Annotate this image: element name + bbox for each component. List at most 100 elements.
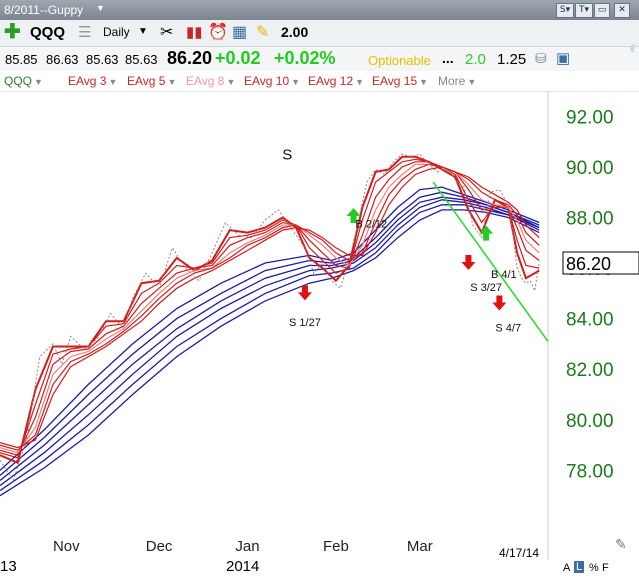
fast-ema-line [0,161,540,456]
legend-item-eavg15[interactable]: EAvg 15 ▼ [372,74,428,88]
last-price-box [562,251,639,275]
annotation-label: S 4/7 [495,322,521,334]
annotation-label: S 3/27 [470,282,502,294]
quote-change-percent: +0.02% [274,48,336,68]
title-dropdown-icon[interactable]: ▼ [96,3,105,13]
chevron-down-icon[interactable]: ▼ [226,77,236,87]
optionable-label[interactable]: Optionable [368,53,431,68]
legend-item-eavg12[interactable]: EAvg 12 ▼ [308,74,364,88]
sell-arrow-icon [297,285,312,301]
price-line [0,153,540,482]
trendline [432,181,549,342]
fast-ema-line [0,166,540,449]
calendar-icon[interactable]: ▦ [232,24,248,41]
legend-label: EAvg 15 [372,74,418,88]
x-tick-label: Jan [235,538,259,555]
legend-item-eavg8[interactable]: EAvg 8 ▼ [186,74,235,88]
list-icon[interactable]: ☰ [78,24,92,41]
chevron-down-icon[interactable]: ▼ [291,77,301,87]
period-select[interactable]: Daily [103,25,130,39]
symbol-label[interactable]: QQQ [30,24,66,41]
x-tick-label: Feb [323,538,349,555]
chevron-down-icon[interactable]: ▼ [108,77,118,87]
slow-ema-line [0,196,540,482]
slow-ema-line [0,199,540,487]
period-dropdown-icon[interactable]: ▼ [138,26,148,37]
chevron-down-icon[interactable]: ▼ [355,77,365,87]
chevron-down-icon[interactable]: ▼ [419,77,429,87]
legend-label: EAvg 3 [68,74,107,88]
window-title: 8/2011--Guppy [4,3,84,17]
expand-icon[interactable]: ◖ [626,37,639,59]
more-ellipsis[interactable]: ... [442,50,454,66]
toolbar: ✚ QQQ ☰ Daily ▼ ✂ ▮▮ ⏰ ▦ ✎ 2.00 [0,20,639,47]
annotation-label: S [282,146,292,163]
annotation-label: S 1/27 [289,317,321,329]
scale-button-f[interactable]: F [602,562,609,574]
year-left-label: 13 [0,558,17,575]
quote-change: +0.02 [215,48,261,68]
quote-high: 86.63 [46,52,79,67]
chart-type-icon[interactable]: ▮▮ [186,24,203,41]
legend-label: EAvg 5 [127,74,166,88]
legend-label: EAvg 8 [186,74,225,88]
legend-item-symbol[interactable]: QQQ ▼ [4,74,43,88]
buy-arrow-icon [346,207,361,223]
note-icon[interactable]: ✎ [256,24,270,41]
scale-button-l[interactable]: L [574,561,585,573]
scale-button-percent[interactable]: % [589,562,599,574]
y-tick-label: 92.00 [566,107,614,128]
x-tick-label: Mar [407,538,433,555]
year-label: 2014 [226,558,260,575]
text-t-icon[interactable]: T▾ [575,3,593,18]
legend-bar: QQQ ▼ EAvg 3 ▼ EAvg 5 ▼ EAvg 8 ▼ EAvg 10 ▼ EA… [0,71,639,92]
legend-item-eavg5[interactable]: EAvg 5 ▼ [127,74,176,88]
y-tick-label: 82.00 [566,360,614,381]
y-tick-label: 78.00 [566,461,614,482]
buy-arrow-icon [479,225,494,241]
database-icon[interactable]: ⛁ [535,50,547,66]
more-label: More [438,74,466,88]
legend-item-eavg10[interactable]: EAvg 10 ▼ [244,74,300,88]
legend-more[interactable]: More ▼ [438,74,476,88]
annotation-label: B 4/1 [491,269,517,281]
y-tick-label: 90.00 [566,158,614,179]
slow-ema-line [0,209,540,497]
window-title-bar: 8/2011--Guppy ▼ S▾ T▾ ▭ ✕ [0,0,639,20]
last-price-label: 86.20 [566,254,611,274]
box-value: 2.00 [281,24,309,40]
add-icon[interactable]: ✚ [4,21,21,43]
y-tick-label: 88.00 [566,208,614,229]
legend-label: QQQ [4,74,33,88]
chevron-down-icon[interactable]: ▼ [34,77,43,87]
close-icon[interactable]: ✕ [614,3,630,18]
x-tick-label: Dec [146,538,173,555]
quote-extra-1: 2.0 [465,51,486,68]
scale-button-a[interactable]: A [563,562,571,574]
minimize-icon[interactable]: ▭ [594,3,610,18]
alarm-clock-icon[interactable]: ⏰ [208,24,228,41]
chart-date: 4/17/14 [499,546,540,560]
chevron-down-icon[interactable]: ▼ [467,77,477,87]
fast-ema-line [0,158,540,459]
fast-ema-line [0,155,540,465]
y-tick-label: 80.00 [566,411,614,432]
quote-last: 86.20 [167,48,213,68]
legend-label: EAvg 12 [308,74,354,88]
sell-arrow-icon [461,255,476,270]
save-icon[interactable]: ▣ [556,50,571,67]
fast-ema-line [0,163,540,451]
legend-item-eavg3[interactable]: EAvg 3 ▼ [68,74,117,88]
legend-label: EAvg 10 [244,74,290,88]
pencil-icon[interactable]: ✎ [615,536,627,552]
quote-low: 85.63 [86,52,119,67]
quote-close: 85.63 [125,52,158,67]
chart-footer: 13 2014 A L % F [0,558,639,577]
stockcharts-s-icon[interactable]: S▾ [556,3,574,18]
chevron-down-icon[interactable]: ▼ [167,77,177,87]
fast-ema-line [0,163,540,454]
quote-extra-2: 1.25 [497,51,527,68]
price-chart[interactable]: SHS 1/27B 2/12S 3/27B 4/1S 4/778.0080.00… [0,91,639,560]
quote-open: 85.85 [5,52,38,67]
tools-icon[interactable]: ✂ [160,24,174,41]
